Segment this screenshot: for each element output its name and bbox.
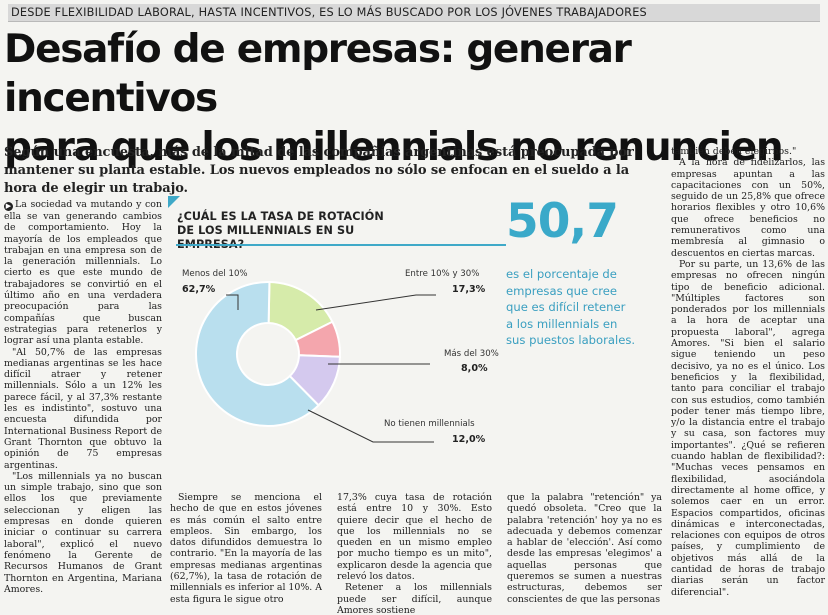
corner-accent <box>168 196 180 208</box>
data-label-2: 8,0% <box>461 363 488 374</box>
paragraph: Siempre se menciona el hecho de que en e… <box>170 492 322 605</box>
legend-label-2: Más del 30% <box>444 349 499 359</box>
paragraph: A la hora de fidelizarlos, las empresas … <box>671 157 825 259</box>
legend-label-0: Menos del 10% <box>182 269 248 279</box>
paragraph: 17,3% cuya tasa de rotación está entre 1… <box>337 492 492 583</box>
paragraph: que la palabra "retención" ya quedó obso… <box>507 492 662 605</box>
bullet-icon: ▶ <box>4 202 13 211</box>
deck-subtitle: Según una encuesta, más de la mitad de l… <box>4 145 634 196</box>
headline-line-1: Desafío de empresas: generar incentivos <box>4 27 632 121</box>
column-left: ▶ La sociedad va mutando y con ella se va… <box>4 199 162 613</box>
chart-title: ¿CUÁL ES LA TASA DE ROTACIÓN DE LOS MILL… <box>177 210 384 251</box>
title-rule <box>176 244 506 246</box>
data-label-3: 12,0% <box>452 434 486 445</box>
column-bottom-2: 17,3% cuya tasa de rotación está entre 1… <box>337 492 492 613</box>
paragraph: "Al 50,7% de las empresas medianas argen… <box>4 346 162 471</box>
donut-slice-0 <box>195 281 320 427</box>
headline: Desafío de empresas: generar incentivos … <box>4 25 824 172</box>
legend-label-3: No tienen millennials <box>384 419 475 429</box>
leader-line-3 <box>307 409 434 443</box>
headline-line-2: para que los millennials no renuncien <box>4 125 784 170</box>
paragraph: ▶ La sociedad va mutando y con ella se va… <box>4 199 162 347</box>
data-label-1: 17,3% <box>452 284 486 295</box>
highlight-number: 50,7 <box>506 194 619 249</box>
paragraph: "Los millennials ya no buscan un simple … <box>4 470 162 595</box>
paragraph: Por su parte, un 13,6% de las empresas n… <box>671 258 825 598</box>
leader-line-1 <box>315 294 436 311</box>
column-bottom-3: que la palabra "retención" ya quedó obso… <box>507 492 662 613</box>
donut-chart <box>195 280 436 443</box>
highlight-text: es el porcentaje de empresas que cree qu… <box>506 267 636 347</box>
column-right: también deben elegirnos." A la hora de f… <box>671 146 825 613</box>
column-bottom-1: Siempre se menciona el hecho de que en e… <box>170 492 322 613</box>
infographic: ¿CUÁL ES LA TASA DE ROTACIÓN DE LOS MILL… <box>168 196 506 478</box>
leader-line-0 <box>226 294 239 310</box>
legend-label-1: Entre 10% y 30% <box>405 269 480 279</box>
paragraph: también deben elegirnos." <box>671 146 797 157</box>
section-kicker: DESDE FLEXIBILIDAD LABORAL, HASTA INCENT… <box>8 4 820 22</box>
paragraph: Retener a los millennials puede ser difí… <box>337 582 492 613</box>
data-label-0: 62,7% <box>182 284 216 295</box>
